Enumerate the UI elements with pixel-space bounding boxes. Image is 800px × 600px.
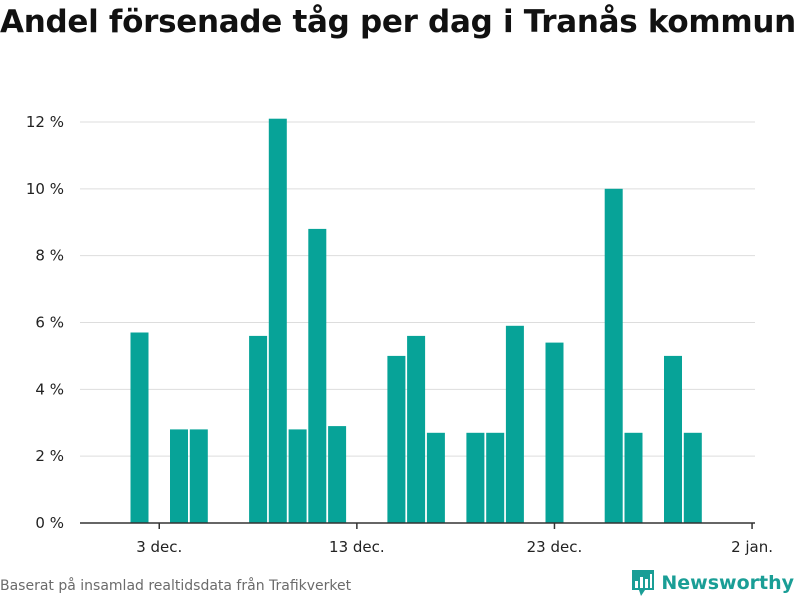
bar (486, 432, 505, 523)
bar (683, 432, 702, 523)
y-tick-label: 6 % (35, 314, 64, 332)
bar (624, 432, 643, 523)
y-tick-label: 12 % (26, 113, 64, 131)
brand-name: Newsworthy (661, 572, 794, 594)
x-tick-label: 2 jan. (731, 538, 773, 556)
bars (130, 118, 702, 524)
y-tick-label: 10 % (26, 180, 64, 198)
bar (268, 118, 287, 523)
bar (505, 325, 524, 523)
source-note: Baserat på insamlad realtidsdata från Tr… (0, 578, 352, 594)
bar (407, 335, 426, 523)
bar (130, 332, 149, 523)
x-tick-label: 23 dec. (527, 538, 583, 556)
newsworthy-logo: Newsworthy (630, 568, 794, 598)
bar (249, 335, 268, 523)
y-tick-label: 0 % (35, 514, 64, 532)
bar (189, 429, 208, 523)
x-axis-ticks: 3 dec. 13 dec. 23 dec. 2 jan. (136, 523, 773, 556)
bar (545, 342, 564, 523)
bar (328, 426, 347, 523)
y-tick-label: 2 % (35, 447, 64, 465)
x-tick-label: 13 dec. (329, 538, 385, 556)
bar (604, 188, 623, 524)
x-tick-label: 3 dec. (136, 538, 182, 556)
bar (466, 432, 485, 523)
bar-chart-icon (632, 570, 655, 596)
bar (170, 429, 188, 523)
page-title: Andel försenade tåg per dag i Tranås kom… (0, 4, 796, 40)
bar (664, 355, 682, 523)
bar (288, 429, 307, 523)
y-tick-label: 8 % (35, 247, 64, 265)
bar (308, 228, 327, 523)
bar (426, 432, 445, 523)
bar (387, 355, 406, 523)
y-axis-labels: 0 % 2 % 4 % 6 % 8 % 10 % 12 % (26, 113, 64, 532)
y-tick-label: 4 % (35, 380, 64, 398)
